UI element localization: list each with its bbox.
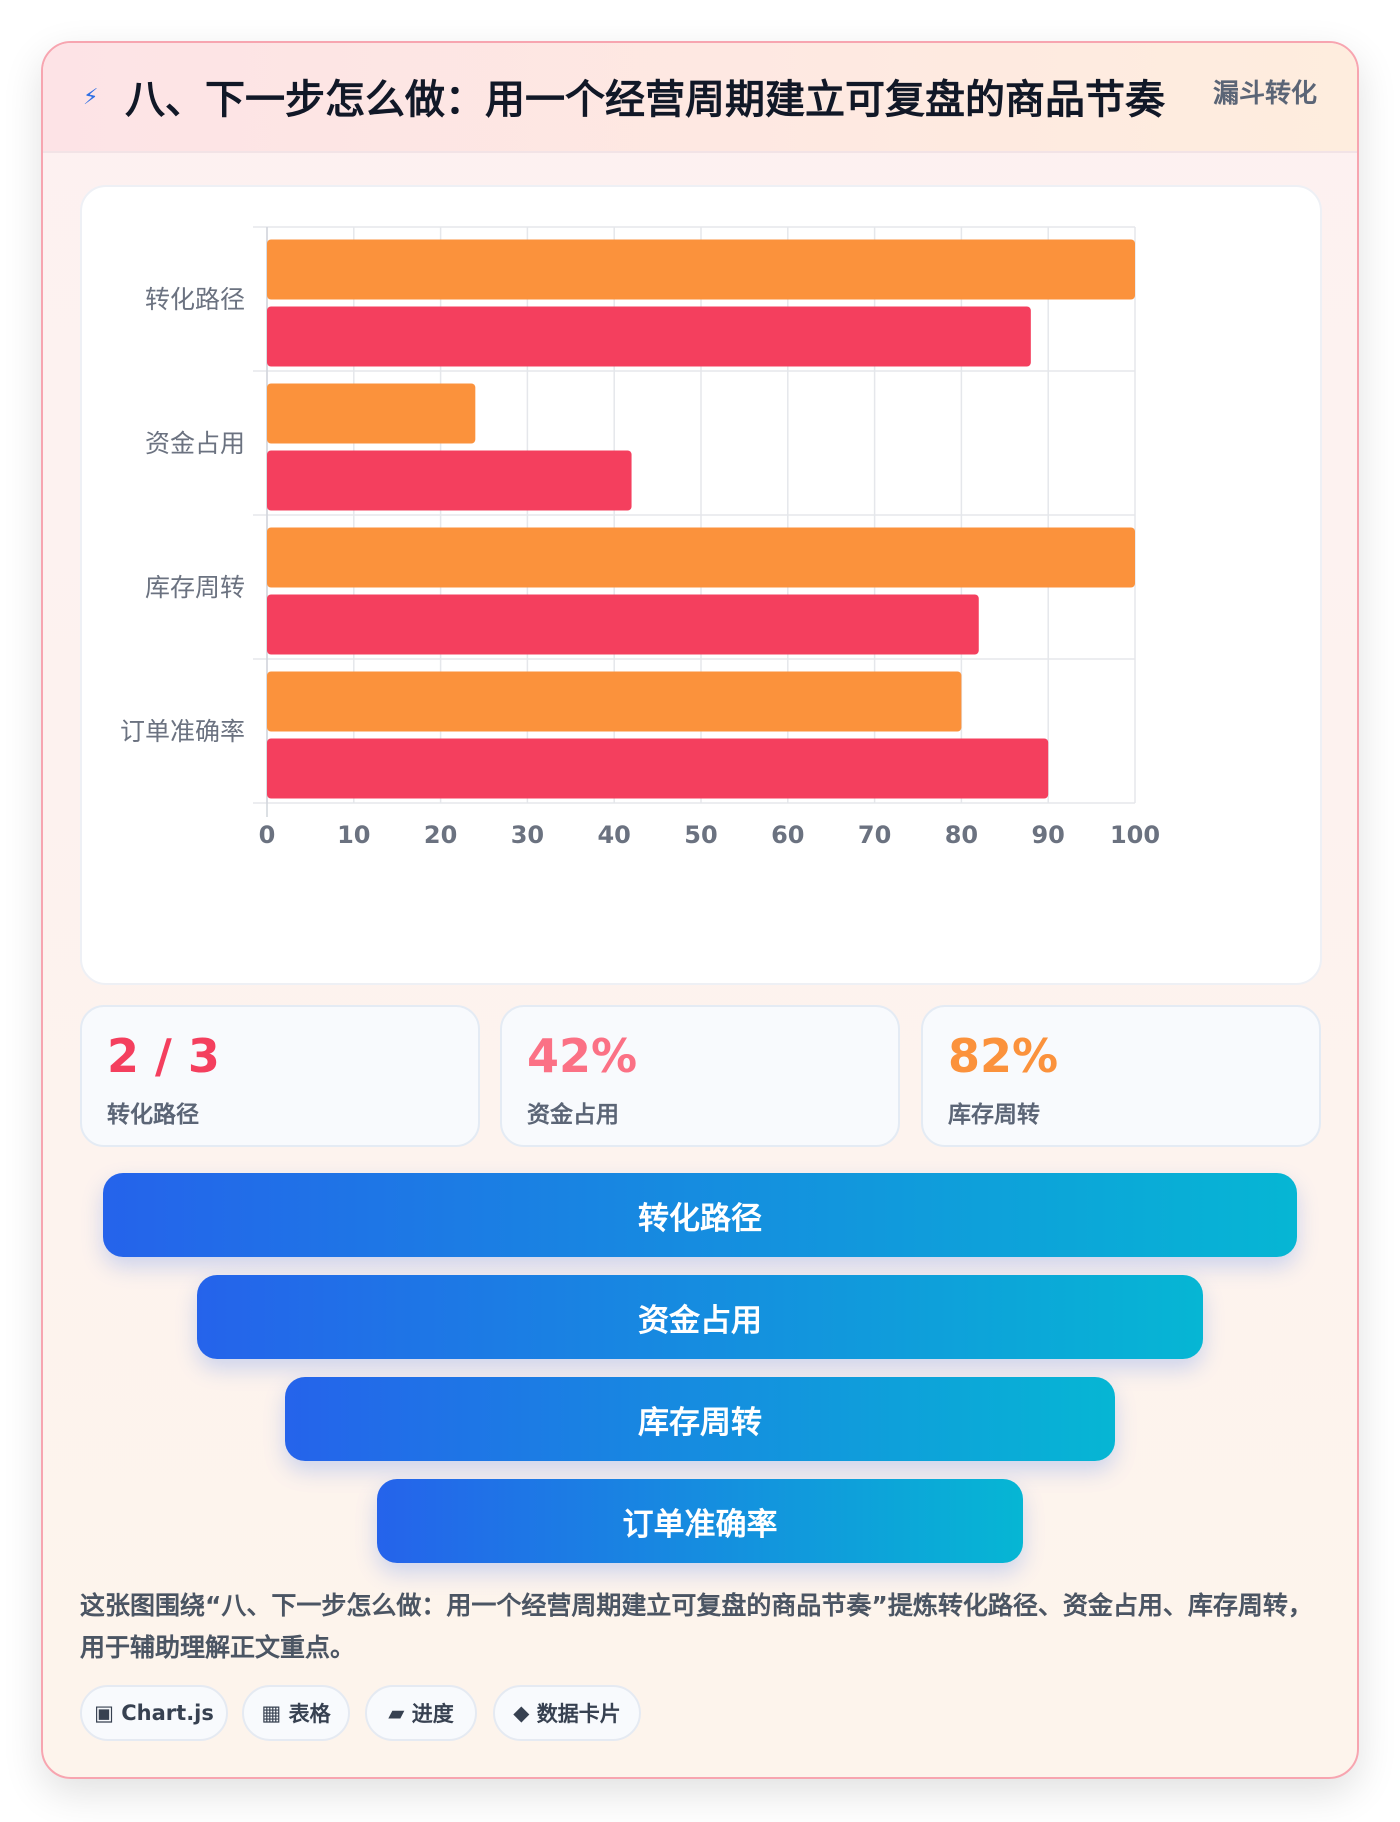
caption-text: 这张图围绕“八、下一步怎么做：用一个经营周期建立可复盘的商品节奏”提炼转化路径、… [80,1591,1313,1662]
diamond-icon: ◆ [513,1701,530,1725]
bar-2 [267,306,1031,367]
y-tick-label: 库存周转 [145,573,245,602]
funnel-stage-3: 库存周转 [285,1377,1115,1461]
progress-icon: ▰ [388,1701,405,1725]
stat-label: 库存周转 [948,1102,1040,1128]
funnel-stage-1: 转化路径 [103,1173,1297,1257]
bar-2 [267,450,632,511]
x-tick-label: 100 [1110,821,1160,849]
x-tick-label: 90 [1031,821,1064,849]
stat-value: 2 / 3 [107,1029,220,1083]
y-tick-label: 订单准确率 [120,717,245,746]
chip-label: 表格 [288,1702,331,1726]
x-tick-label: 20 [424,821,457,849]
bar-1 [267,239,1135,300]
chart-panel: 转化路径资金占用库存周转订单准确率 0 10 20 30 40 50 60 70 80 90 100 [80,185,1322,985]
page-title: 八、下一步怎么做：用一个经营周期建立可复盘的商品节奏 [125,77,1165,123]
x-tick-label: 70 [858,821,891,849]
card-header: ⚡ 八、下一步怎么做：用一个经营周期建立可复盘的商品节奏 漏斗转化 [43,43,1357,153]
chip-data-card[interactable]: ◆ 数据卡片 [493,1685,641,1741]
bar-1 [267,383,476,444]
stat-label: 资金占用 [527,1102,619,1128]
bar-1 [267,527,1135,588]
chip-progress[interactable]: ▰ 进度 [365,1685,477,1741]
header-tag: 漏斗转化 [1212,79,1317,109]
funnel-stage-2: 资金占用 [197,1275,1203,1359]
stat-card-2: 42% 资金占用 [500,1005,900,1147]
stat-label: 转化路径 [107,1102,199,1128]
bar-1 [267,671,962,732]
x-tick-label: 80 [945,821,978,849]
chip-chartjs[interactable]: ▣ Chart.js [80,1685,228,1741]
bar-2 [267,738,1049,799]
y-tick-label: 资金占用 [145,429,245,458]
chip-label: 数据卡片 [536,1702,621,1726]
chip-label: Chart.js [121,1701,214,1725]
bar-2 [267,594,979,655]
infographic-card: ⚡ 八、下一步怎么做：用一个经营周期建立可复盘的商品节奏 漏斗转化 转化路径资金… [41,41,1359,1779]
chip-label: 进度 [411,1702,454,1726]
x-tick-label: 10 [337,821,370,849]
x-tick-label: 0 [259,821,276,849]
x-tick-label: 50 [684,821,717,849]
y-tick-label: 转化路径 [145,285,245,314]
stat-value: 42% [527,1029,638,1083]
stat-value: 82% [948,1029,1059,1083]
funnel-stage-4: 订单准确率 [377,1479,1023,1563]
x-tick-label: 60 [771,821,804,849]
lightning-icon: ⚡ [83,85,99,110]
chip-table[interactable]: ▦ 表格 [242,1685,350,1741]
chart-icon: ▣ [94,1701,114,1725]
x-tick-label: 40 [597,821,630,849]
stat-card-3: 82% 库存周转 [921,1005,1321,1147]
x-tick-label: 30 [511,821,544,849]
table-icon: ▦ [261,1701,282,1725]
stat-card-1: 2 / 3 转化路径 [80,1005,480,1147]
